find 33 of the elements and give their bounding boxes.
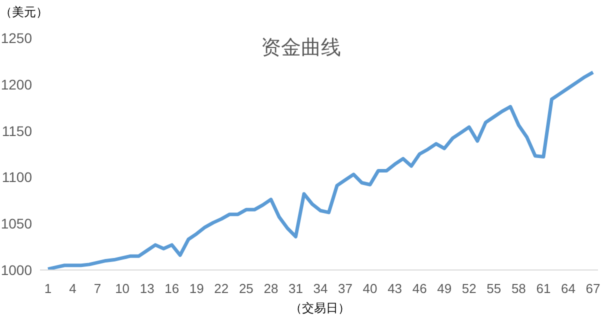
x-tick-label: 52	[462, 281, 476, 296]
x-tick-label: 28	[264, 281, 278, 296]
x-axis-title: （交易日）	[289, 300, 351, 317]
y-tick-label: 1200	[0, 76, 32, 92]
y-tick-label: 1150	[2, 122, 32, 139]
x-tick-label: 31	[288, 281, 303, 296]
x-tick-label: 22	[214, 281, 229, 296]
y-tick-label: 1050	[0, 216, 32, 232]
x-tick-label: 1	[44, 281, 52, 296]
y-tick-label: 1000	[0, 262, 32, 278]
chart-title: 资金曲线	[261, 37, 341, 59]
x-tick-label: 46	[412, 281, 427, 296]
x-tick-label: 19	[189, 281, 204, 296]
x-tick-label: 58	[511, 281, 526, 296]
x-tick-label: 37	[338, 281, 353, 296]
x-tick-label: 25	[238, 281, 254, 296]
x-tick-label: 7	[94, 281, 102, 296]
x-tick-label: 40	[362, 281, 378, 296]
x-tick-label: 13	[140, 281, 154, 296]
x-tick-label: 49	[437, 281, 452, 296]
x-tick-label: 67	[586, 281, 600, 296]
x-tick-label: 4	[69, 281, 76, 296]
x-tick-label: 10	[115, 281, 130, 296]
x-tick-label: 61	[536, 281, 551, 296]
y-axis-title: （美元）	[0, 4, 48, 21]
y-tick-label: 1250	[0, 30, 32, 46]
x-tick-label: 16	[164, 281, 180, 296]
x-tick-label: 55	[486, 281, 502, 296]
x-tick-label: 64	[560, 281, 576, 296]
x-tick-label: 34	[313, 281, 328, 296]
x-tick-label: 43	[388, 281, 402, 296]
line-series	[46, 70, 595, 270]
y-tick-label: 1100	[2, 169, 32, 186]
